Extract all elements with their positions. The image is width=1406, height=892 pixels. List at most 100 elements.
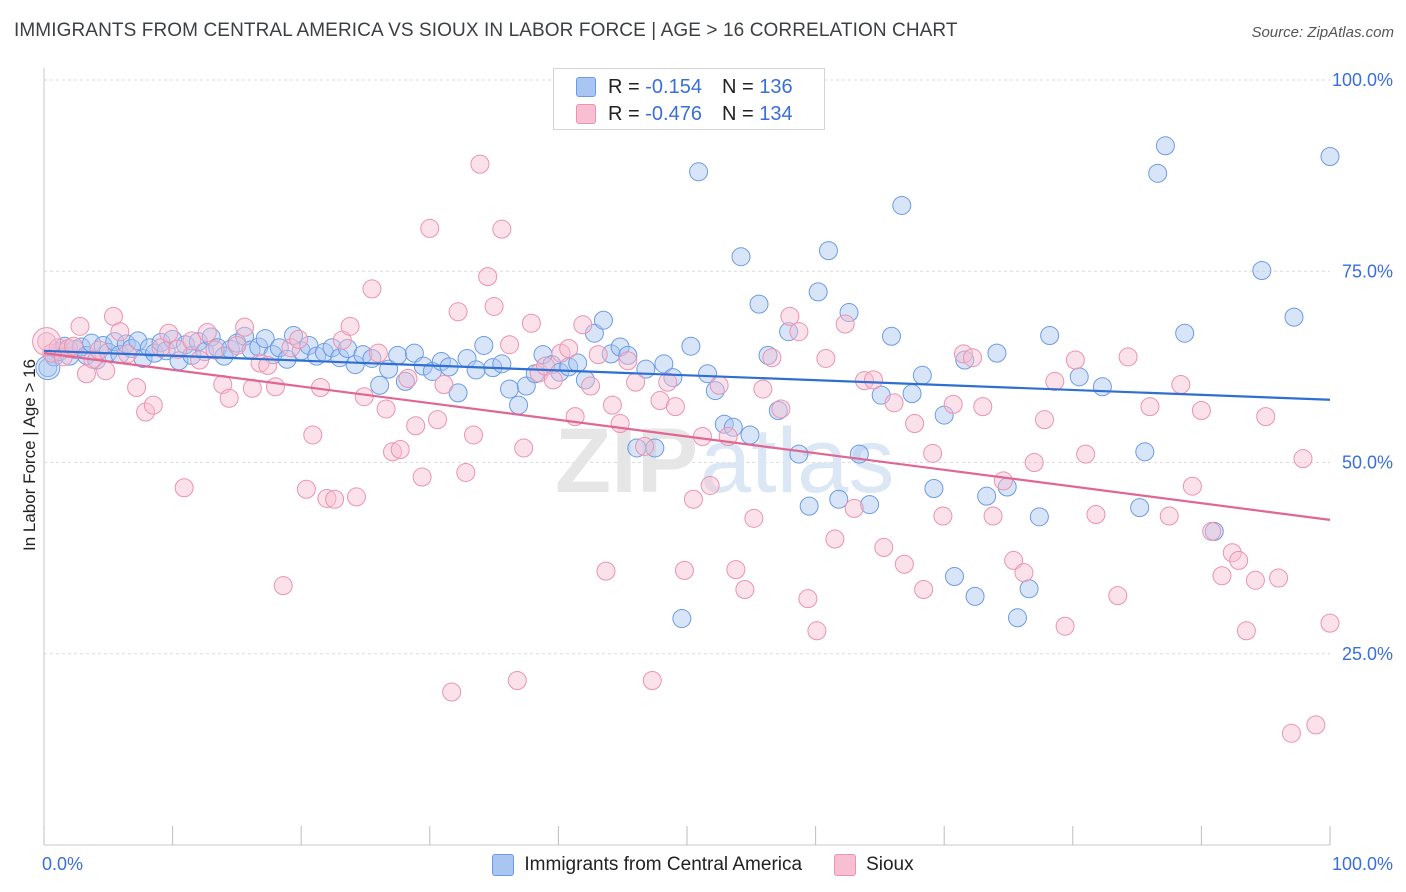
source-credit: Source: ZipAtlas.com bbox=[1251, 24, 1394, 41]
data-point bbox=[987, 343, 1007, 363]
data-point bbox=[1045, 371, 1065, 391]
data-point bbox=[398, 368, 418, 388]
data-point bbox=[1130, 498, 1150, 518]
data-point bbox=[744, 508, 764, 528]
y-tick-label: 50.0% bbox=[1342, 453, 1393, 473]
data-point bbox=[448, 383, 468, 403]
data-point bbox=[672, 609, 692, 629]
trend-line-sioux bbox=[43, 352, 1331, 521]
data-point bbox=[543, 370, 563, 390]
data-point bbox=[807, 621, 827, 641]
data-point bbox=[474, 335, 494, 355]
data-point bbox=[658, 372, 678, 392]
legend-r-value: -0.154 bbox=[645, 75, 702, 98]
data-point bbox=[993, 471, 1013, 491]
data-point bbox=[1008, 608, 1028, 628]
y-tick-label: 25.0% bbox=[1342, 644, 1393, 664]
data-point bbox=[265, 377, 285, 397]
data-point-cluster bbox=[32, 327, 62, 357]
data-point bbox=[1222, 543, 1242, 563]
data-point bbox=[317, 488, 337, 508]
data-point bbox=[780, 306, 800, 326]
data-point bbox=[816, 348, 836, 368]
data-point bbox=[38, 358, 58, 378]
data-point bbox=[689, 162, 709, 182]
series-legend: Immigrants from Central America Sioux bbox=[0, 851, 1406, 879]
data-point bbox=[618, 345, 638, 365]
data-point bbox=[654, 354, 674, 374]
data-point bbox=[674, 560, 694, 580]
y-axis-label: In Labor Force | Age > 16 bbox=[20, 358, 39, 552]
data-point bbox=[362, 279, 382, 299]
data-point bbox=[771, 399, 791, 419]
y-tick-label: 100.0% bbox=[1332, 70, 1393, 90]
data-point bbox=[642, 671, 662, 691]
data-point bbox=[269, 338, 289, 358]
data-point bbox=[406, 416, 426, 436]
x-tick-label-max: 100.0% bbox=[1332, 854, 1393, 874]
y-tick-label: 75.0% bbox=[1342, 261, 1393, 281]
data-point bbox=[136, 402, 156, 422]
data-point bbox=[731, 247, 751, 267]
data-point bbox=[507, 671, 527, 691]
data-point bbox=[1014, 563, 1034, 583]
watermark: ZIP atlas bbox=[555, 410, 894, 512]
data-point bbox=[573, 315, 593, 335]
data-point bbox=[779, 322, 799, 342]
data-point bbox=[388, 345, 408, 365]
data-point bbox=[370, 375, 390, 395]
data-point bbox=[354, 387, 374, 407]
data-point bbox=[835, 314, 855, 334]
data-point bbox=[1092, 377, 1112, 397]
data-point bbox=[110, 322, 130, 342]
legend-n-label: N = bbox=[721, 102, 754, 125]
legend-label: Immigrants from Central America bbox=[524, 854, 803, 875]
data-point bbox=[442, 682, 462, 702]
trend-lines bbox=[43, 349, 1331, 521]
data-point bbox=[839, 303, 859, 323]
legend-swatch-blue bbox=[492, 854, 515, 876]
data-point bbox=[296, 479, 316, 499]
data-point bbox=[1245, 570, 1265, 590]
data-point bbox=[709, 375, 729, 395]
data-point bbox=[705, 381, 725, 401]
data-point bbox=[500, 335, 520, 355]
data-point bbox=[346, 487, 366, 507]
data-point bbox=[1065, 350, 1085, 370]
data-point bbox=[235, 317, 255, 337]
data-point bbox=[789, 444, 809, 464]
data-point bbox=[303, 425, 323, 445]
data-point bbox=[1055, 616, 1075, 636]
legend-r-label: R = bbox=[608, 75, 640, 98]
tick-labels: 25.0% 50.0% 75.0% 100.0% 0.0% 100.0% bbox=[42, 70, 1393, 874]
data-point bbox=[448, 302, 468, 322]
data-point bbox=[588, 345, 608, 365]
legend-item-immigrants[interactable]: Immigrants from Central America bbox=[492, 854, 802, 876]
data-point bbox=[255, 329, 275, 349]
data-point bbox=[1118, 347, 1138, 367]
data-point bbox=[492, 354, 512, 374]
data-point bbox=[470, 154, 490, 174]
data-point bbox=[395, 371, 415, 391]
data-point bbox=[726, 560, 746, 580]
data-point bbox=[874, 537, 894, 557]
data-point bbox=[484, 296, 504, 316]
data-point bbox=[762, 348, 782, 368]
data-point bbox=[182, 331, 202, 351]
data-point bbox=[521, 313, 541, 333]
data-point bbox=[894, 554, 914, 574]
legend-swatch-pink bbox=[576, 104, 596, 124]
data-point bbox=[1004, 550, 1024, 570]
data-point bbox=[76, 364, 96, 384]
data-point bbox=[844, 498, 864, 518]
data-point bbox=[273, 576, 293, 596]
data-point bbox=[933, 506, 953, 526]
data-point bbox=[626, 372, 646, 392]
x-tick-label-min: 0.0% bbox=[42, 854, 83, 874]
data-point bbox=[977, 486, 997, 506]
data-point bbox=[1024, 453, 1044, 472]
legend-row-immigrants: R = -0.154 N = 136 bbox=[576, 73, 793, 101]
data-point bbox=[799, 496, 819, 516]
legend-item-sioux[interactable]: Sioux bbox=[834, 854, 914, 876]
data-point bbox=[1182, 476, 1202, 496]
